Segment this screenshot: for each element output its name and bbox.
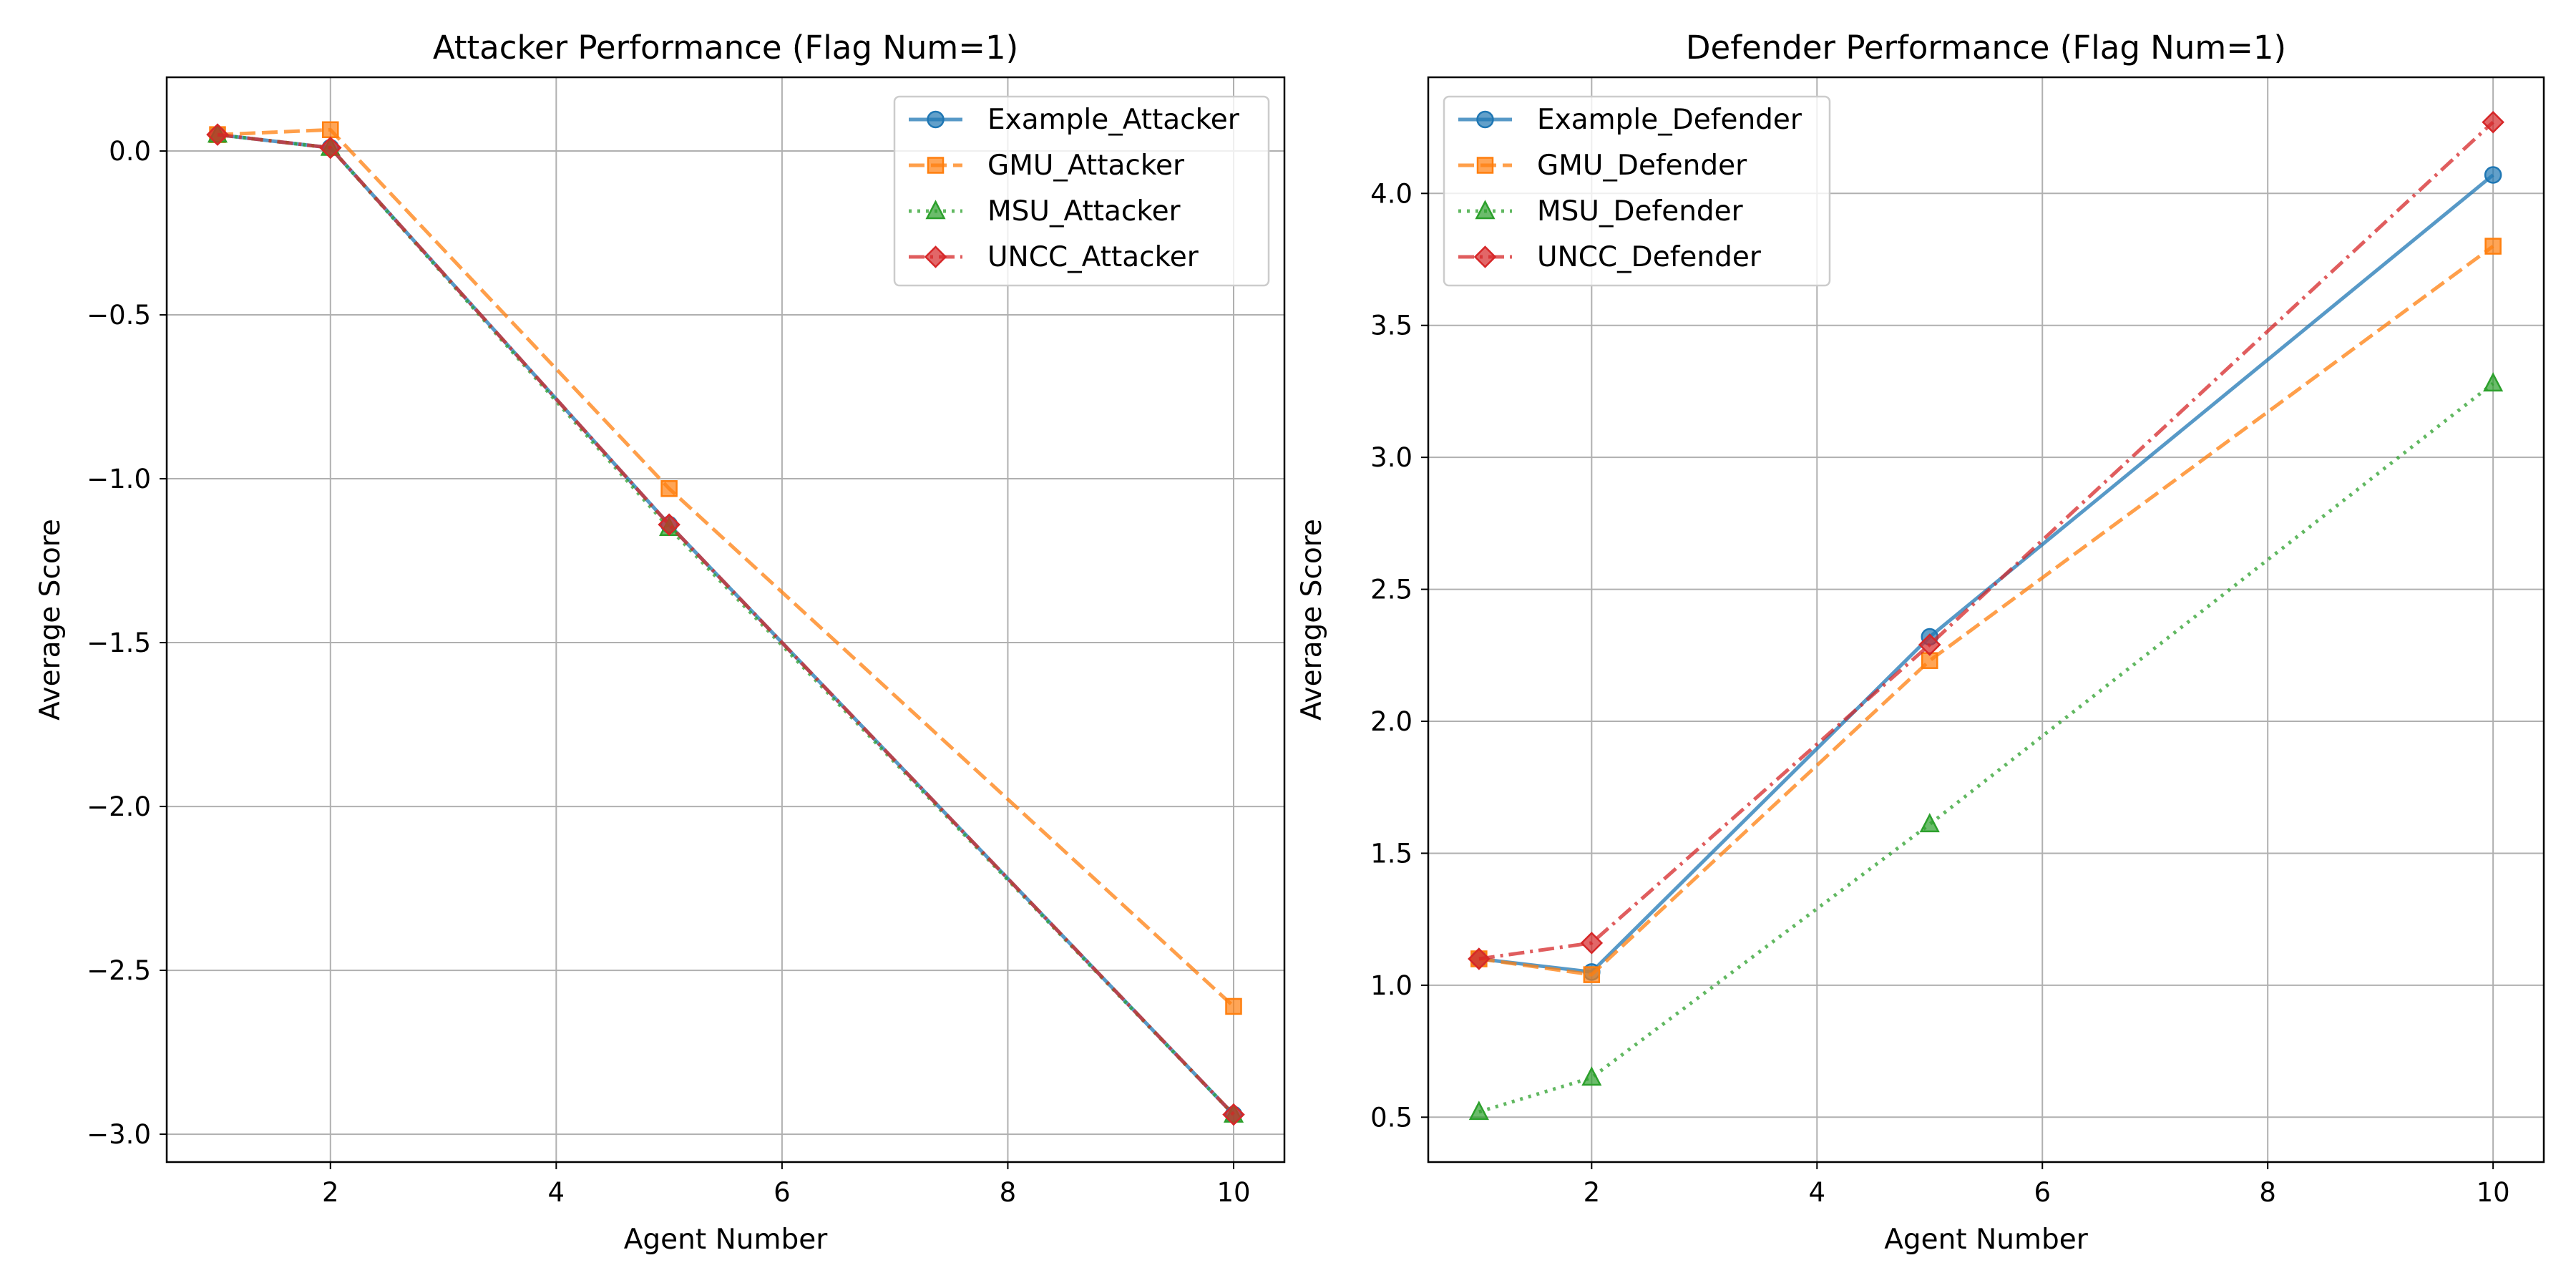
x-tick-label: 2 bbox=[322, 1177, 339, 1208]
series-line bbox=[1478, 245, 2494, 977]
legend-swatch-marker bbox=[927, 157, 945, 174]
data-point bbox=[1918, 633, 1941, 656]
data-point bbox=[660, 480, 678, 497]
x-tick-label: 6 bbox=[774, 1177, 791, 1208]
legend-label: GMU_Defender bbox=[1537, 150, 1747, 182]
data-point bbox=[2482, 110, 2504, 134]
series-MSU_Defender bbox=[1468, 372, 2504, 1121]
x-tick-label: 8 bbox=[1000, 1177, 1017, 1208]
legend-label: Example_Attacker bbox=[987, 104, 1240, 136]
y-tick-label: 4.0 bbox=[1370, 178, 1413, 209]
x-tick-label: 10 bbox=[2477, 1177, 2510, 1208]
legend-swatch-marker bbox=[1476, 110, 1494, 129]
data-point bbox=[1468, 1101, 1489, 1121]
y-tick-label: −2.0 bbox=[87, 791, 151, 822]
data-point bbox=[1468, 947, 1491, 970]
legend-swatch-marker bbox=[925, 200, 946, 220]
y-tick-label: −1.0 bbox=[87, 464, 151, 494]
x-tick-label: 6 bbox=[2034, 1177, 2051, 1208]
y-tick-label: 0.0 bbox=[109, 136, 151, 167]
axes-frame bbox=[165, 76, 1286, 1163]
series-GMU_Defender bbox=[1470, 238, 2502, 983]
legend-box bbox=[893, 95, 1270, 287]
legend-label: UNCC_Attacker bbox=[987, 241, 1199, 273]
legend-box bbox=[1443, 95, 1831, 287]
data-point bbox=[2484, 166, 2502, 184]
y-axis-label: Average Score bbox=[34, 519, 67, 721]
data-point bbox=[1225, 997, 1242, 1015]
legend-label: MSU_Defender bbox=[1537, 195, 1744, 228]
legend-swatch-marker bbox=[1475, 200, 1496, 220]
y-tick-label: 1.5 bbox=[1370, 838, 1413, 869]
y-tick-label: −3.0 bbox=[87, 1119, 151, 1150]
y-tick-label: 0.5 bbox=[1370, 1102, 1413, 1133]
y-tick-label: 2.5 bbox=[1370, 575, 1413, 605]
data-point bbox=[1919, 813, 1940, 833]
y-tick-label: −2.5 bbox=[87, 955, 151, 986]
attacker-chart: 2 4 6 8 10 0.0 −0.5 −1.0 −1.5 −2.0 −2.5 −3.0 Attacke… bbox=[34, 29, 1286, 1256]
series-line bbox=[217, 132, 1235, 1116]
x-axis-label: Agent Number bbox=[1884, 1224, 2088, 1256]
data-point bbox=[319, 136, 342, 160]
y-tick-label: −0.5 bbox=[87, 300, 151, 331]
data-point bbox=[1580, 932, 1604, 955]
y-tick-label: −1.5 bbox=[87, 628, 151, 658]
data-point bbox=[658, 513, 680, 536]
legend: Example_Defender GMU_Defender MSU_Defender… bbox=[1443, 95, 1831, 287]
defender-chart: 2 4 6 8 10 0.5 1.0 1.5 2.0 2.5 3.0 3.5 4.0 Defender P… bbox=[1296, 29, 2545, 1256]
legend-label: GMU_Attacker bbox=[987, 150, 1185, 182]
legend-label: MSU_Attacker bbox=[987, 195, 1181, 228]
legend-swatch-marker bbox=[1473, 245, 1497, 268]
x-tick-label: 8 bbox=[2259, 1177, 2276, 1208]
x-tick-label: 10 bbox=[1216, 1177, 1250, 1208]
legend: Example_Attacker GMU_Attacker MSU_Attacker… bbox=[893, 95, 1270, 287]
y-axis-label: Average Score bbox=[1296, 519, 1328, 721]
data-point bbox=[206, 123, 229, 146]
x-axis-label: Agent Number bbox=[624, 1224, 828, 1256]
legend-label: UNCC_Defender bbox=[1537, 241, 1762, 273]
y-tick-label: 3.5 bbox=[1370, 311, 1413, 341]
series-UNCC_Defender bbox=[1468, 110, 2504, 970]
series-line bbox=[217, 127, 1235, 1008]
data-point bbox=[2484, 238, 2502, 255]
chart-title: Attacker Performance (Flag Num=1) bbox=[433, 29, 1018, 67]
data-point bbox=[322, 121, 339, 139]
y-tick-label: 2.0 bbox=[1370, 706, 1413, 737]
legend-swatch-marker bbox=[924, 245, 947, 268]
x-tick-label: 4 bbox=[548, 1177, 565, 1208]
x-tick-label: 4 bbox=[1809, 1177, 1826, 1208]
x-tick-label: 2 bbox=[1584, 1177, 1601, 1208]
series-line bbox=[1478, 173, 2494, 974]
series-Example_Defender bbox=[1470, 166, 2502, 981]
data-point bbox=[1583, 966, 1601, 983]
data-point bbox=[1581, 1066, 1602, 1086]
legend-label: Example_Defender bbox=[1537, 104, 1802, 136]
legend-swatch-marker bbox=[927, 110, 945, 129]
axes-frame bbox=[1427, 76, 2545, 1163]
y-tick-label: 3.0 bbox=[1370, 442, 1413, 473]
data-point bbox=[2483, 372, 2504, 392]
legend-swatch-marker bbox=[1476, 157, 1494, 174]
y-tick-label: 1.0 bbox=[1370, 970, 1413, 1001]
chart-title: Defender Performance (Flag Num=1) bbox=[1686, 29, 2286, 67]
data-point bbox=[1222, 1103, 1245, 1126]
series-UNCC_Attacker bbox=[206, 123, 1245, 1126]
series-line bbox=[1478, 120, 2494, 961]
series-line bbox=[1478, 381, 2494, 1114]
